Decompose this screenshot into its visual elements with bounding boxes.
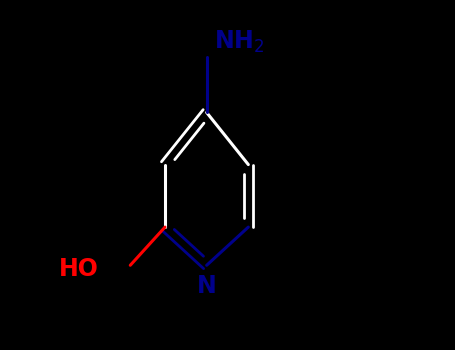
- Text: NH$_2$: NH$_2$: [213, 29, 263, 55]
- Text: N: N: [197, 274, 217, 298]
- Text: HO: HO: [59, 257, 99, 281]
